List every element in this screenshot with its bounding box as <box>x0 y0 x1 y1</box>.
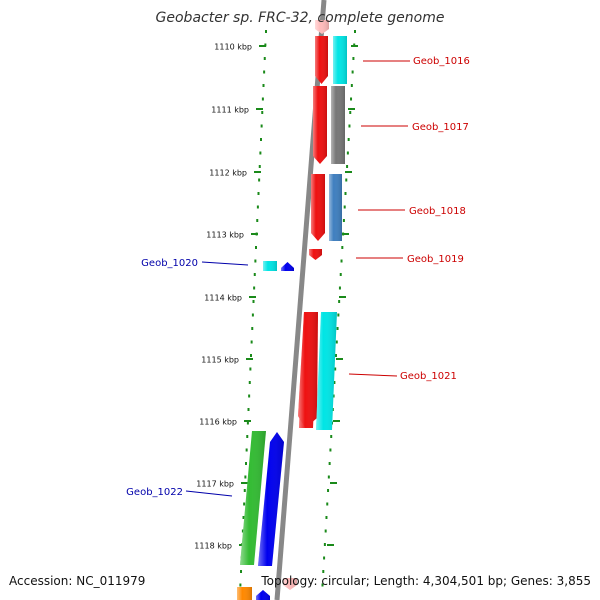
gene-cds-arrow-shade <box>311 174 325 241</box>
partial-feature-shade <box>237 587 252 600</box>
gene-function-bar-shade <box>331 86 345 164</box>
tick-label: 1116 kbp <box>199 418 237 427</box>
gene-label-leader <box>201 261 249 266</box>
tick-label: 1115 kbp <box>201 356 239 365</box>
gene-cds-arrow-shade <box>258 432 284 566</box>
gene-function-bar-shade <box>240 431 266 565</box>
gene-label: Geob_1022 <box>126 487 183 498</box>
gene-function-bar-shade <box>316 312 337 430</box>
gene-label: Geob_1019 <box>407 254 464 265</box>
tick-marks: 1110 kbp 1111 kbp 1112 kbp 1113 kbp 1114 kbp… <box>194 43 358 551</box>
tick-label: 1113 kbp <box>206 231 244 240</box>
gene-cds-arrow-shade <box>313 86 327 164</box>
partial-feature-shade <box>283 578 297 590</box>
accession-text: Accession: NC_011979 <box>9 574 146 588</box>
genome-summary-text: Topology: circular; Length: 4,304,501 bp… <box>261 574 591 588</box>
gene-label: Geob_1020 <box>141 258 198 269</box>
gene-label-leader <box>185 490 233 497</box>
gene-cds-arrow-shade <box>315 36 328 84</box>
gene-label-leader <box>348 373 398 377</box>
genome-title: Geobacter sp. FRC-32, complete genome <box>155 10 445 26</box>
tick-label: 1112 kbp <box>209 169 247 178</box>
gene-function-bar-shade <box>329 174 342 241</box>
gene-cds-arrow-shade <box>298 312 318 428</box>
gene-labels: Geob_1016 Geob_1017 Geob_1018 Geob_1019 Geob… <box>126 56 470 498</box>
genome-backbone <box>274 0 327 600</box>
gene-function-bar-shade <box>333 36 347 84</box>
gene-label: Geob_1016 <box>413 56 470 67</box>
gene-function-bar-shade <box>263 261 277 271</box>
gene-label: Geob_1018 <box>409 206 466 217</box>
partial-feature-shade <box>256 590 270 600</box>
gene-label: Geob_1017 <box>412 122 469 133</box>
gene-features <box>237 20 347 600</box>
tick-label: 1111 kbp <box>211 106 249 115</box>
gene-label: Geob_1021 <box>400 371 457 382</box>
tick-label: 1118 kbp <box>194 542 232 551</box>
gene-cds-arrow-shade <box>281 262 294 271</box>
gene-cds-arrow-shade <box>309 249 322 260</box>
tick-label: 1117 kbp <box>196 480 234 489</box>
tick-label: 1114 kbp <box>204 294 242 303</box>
tick-label: 1110 kbp <box>214 43 252 52</box>
partial-feature-shade <box>315 20 329 34</box>
